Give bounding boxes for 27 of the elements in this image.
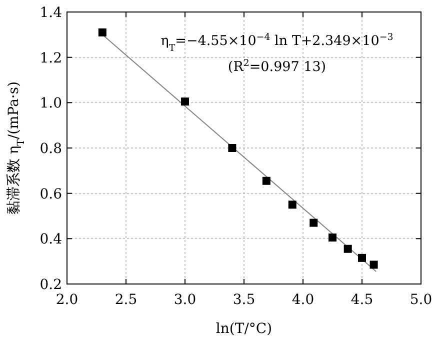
- y-tick-label: 1.2: [40, 50, 62, 66]
- x-tick-label: 4.5: [350, 292, 374, 308]
- annotation: (R$^{2}$=0.997 13): [228, 58, 326, 75]
- y-tick-label: 0.8: [40, 141, 62, 157]
- x-tick-label: 2.0: [56, 292, 78, 308]
- point: [288, 200, 296, 209]
- x-tick-label: 3.5: [232, 292, 256, 308]
- annotation: η$_{T}$=−4.55×10$^{−4}$ ln T+2.349×10$^{−3}$: [160, 32, 394, 54]
- point: [310, 218, 318, 227]
- y-tick-label: 1.4: [40, 5, 62, 21]
- point: [181, 98, 189, 106]
- x-tick-label: 4.0: [292, 292, 314, 308]
- point: [358, 254, 366, 262]
- point: [98, 28, 106, 36]
- point: [262, 176, 270, 185]
- y-tick-label: 0.6: [40, 186, 62, 202]
- point: [370, 260, 378, 269]
- y-tick-label: 1.0: [40, 96, 62, 112]
- x-tick-label: 5.0: [410, 292, 432, 308]
- x-axis-title: ln(T/°C): [216, 321, 272, 337]
- x-tick-label: 3.0: [174, 292, 196, 308]
- y-tick-label: 0.2: [40, 277, 62, 293]
- point: [328, 234, 336, 242]
- point: [344, 244, 352, 253]
- y-tick-label: 0.4: [40, 232, 62, 248]
- x-tick-label: 2.5: [114, 292, 138, 308]
- point: [228, 144, 236, 152]
